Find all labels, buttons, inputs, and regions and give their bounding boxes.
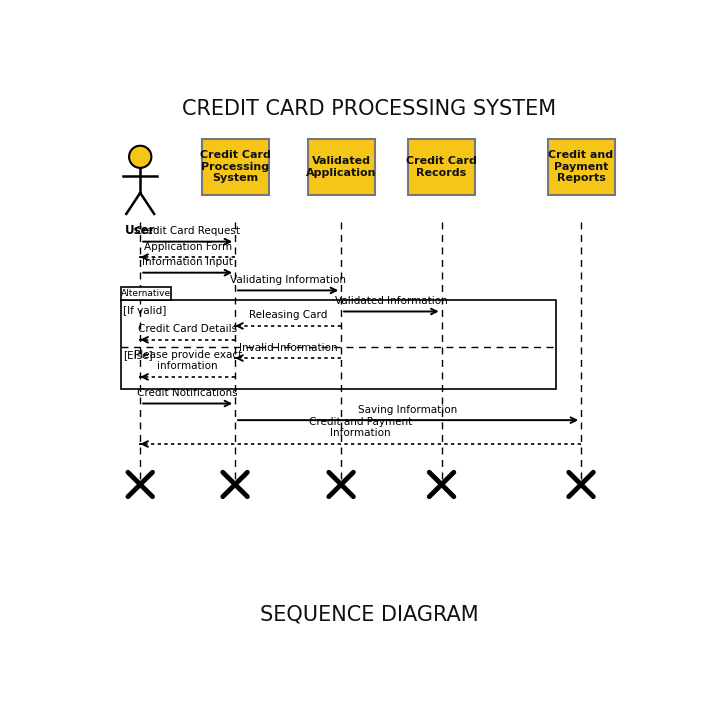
FancyBboxPatch shape	[202, 139, 269, 194]
Text: Credit Card
Records: Credit Card Records	[406, 156, 477, 178]
Text: [If valid]: [If valid]	[124, 305, 167, 315]
Text: Please provide exact
information: Please provide exact information	[133, 350, 242, 372]
Text: Validated Information: Validated Information	[335, 296, 448, 306]
Text: Credit Notifications: Credit Notifications	[138, 388, 238, 398]
FancyBboxPatch shape	[548, 139, 615, 194]
Text: Invalid Information: Invalid Information	[239, 343, 338, 353]
Text: [Else]: [Else]	[124, 350, 153, 360]
Text: Validated
Application: Validated Application	[306, 156, 377, 178]
Text: User: User	[125, 224, 156, 237]
Text: Credit and
Payment
Reports: Credit and Payment Reports	[549, 150, 613, 184]
FancyBboxPatch shape	[121, 287, 171, 300]
FancyBboxPatch shape	[307, 139, 374, 194]
Text: Credit and Payment
Information: Credit and Payment Information	[309, 417, 413, 438]
Text: Alternative: Alternative	[121, 289, 171, 297]
Text: Credit Card Details: Credit Card Details	[138, 324, 237, 334]
Text: Credit Card
Processing
System: Credit Card Processing System	[199, 150, 271, 184]
Text: Releasing Card: Releasing Card	[249, 310, 328, 320]
Text: Information Input: Information Input	[143, 257, 233, 267]
Circle shape	[129, 145, 151, 168]
Text: CREDIT CARD PROCESSING SYSTEM: CREDIT CARD PROCESSING SYSTEM	[182, 99, 556, 119]
FancyBboxPatch shape	[408, 139, 475, 194]
Text: Saving Information: Saving Information	[359, 405, 458, 415]
Text: SEQUENCE DIAGRAM: SEQUENCE DIAGRAM	[260, 604, 478, 624]
Text: Application Form: Application Form	[143, 242, 232, 251]
Text: Credit Card Request: Credit Card Request	[135, 226, 240, 236]
Text: Validating Information: Validating Information	[230, 275, 346, 285]
